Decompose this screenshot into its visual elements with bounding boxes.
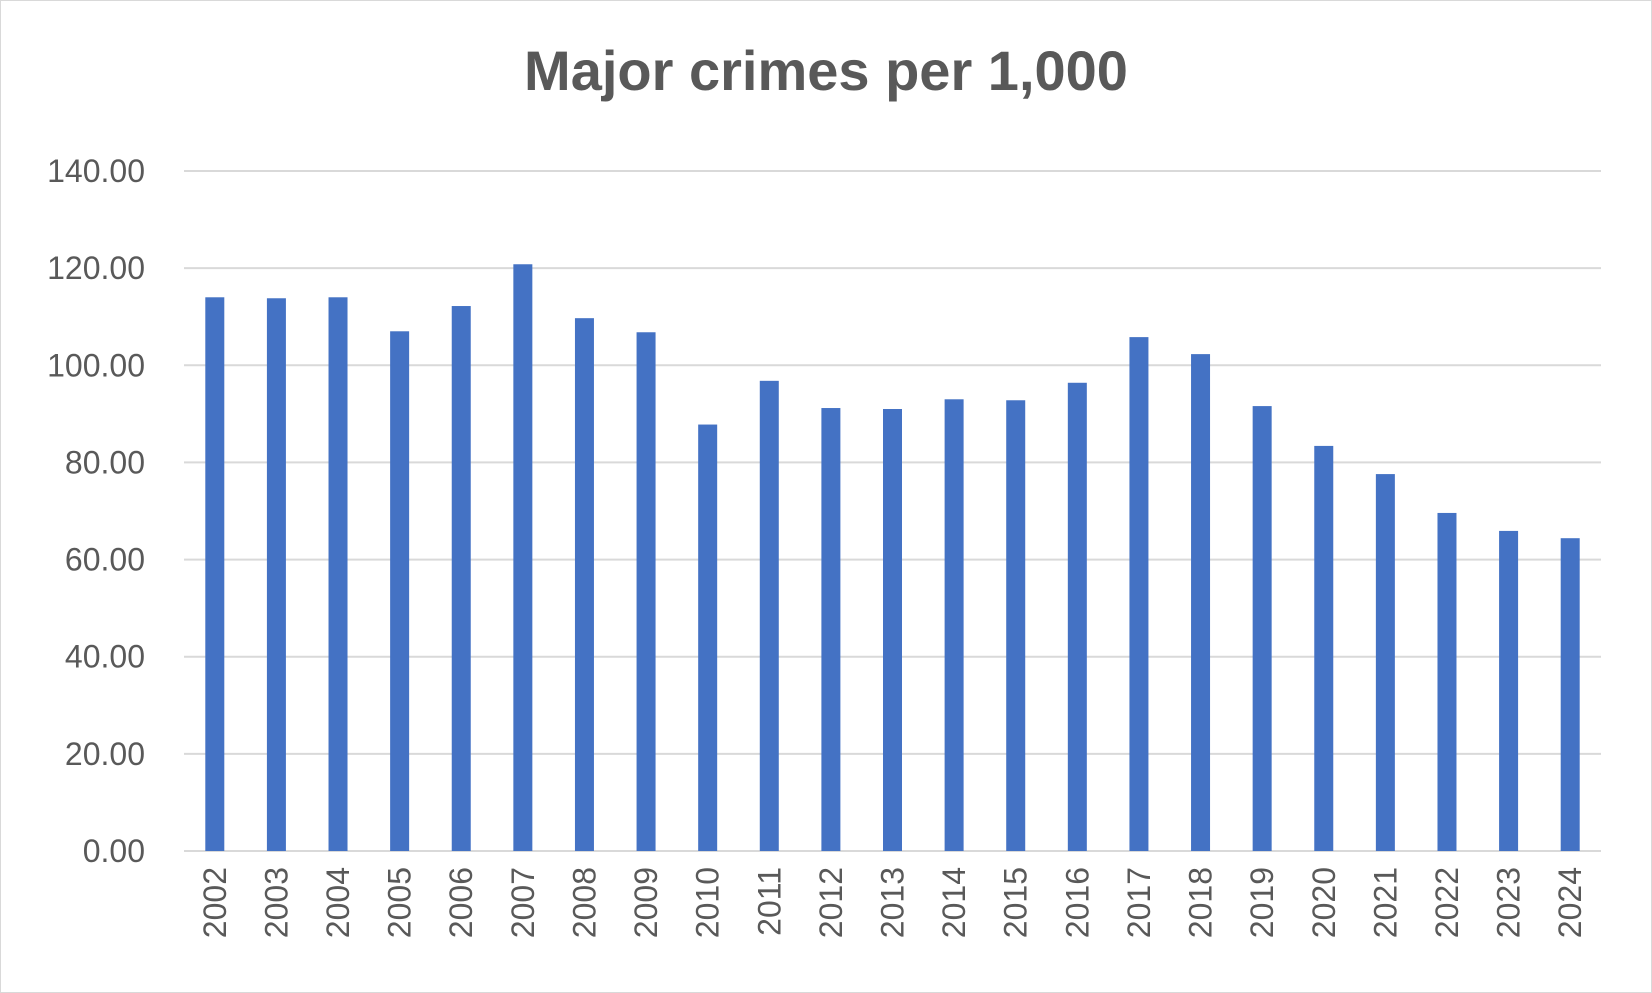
x-tick-label: 2003 [258,867,294,938]
bar-2022 [1437,512,1457,851]
x-tick-label: 2021 [1367,867,1403,938]
bar-2012 [821,408,841,851]
bar-2004 [328,297,348,851]
chart-title: Major crimes per 1,000 [524,39,1128,102]
x-tick-label: 2016 [1059,867,1095,938]
x-tick-label: 2022 [1429,867,1465,938]
y-tick-label: 20.00 [65,736,145,772]
x-tick-label: 2010 [690,867,726,938]
x-tick-label: 2004 [320,867,356,938]
x-tick-label: 2005 [382,867,418,938]
y-tick-label: 120.00 [47,250,145,286]
bar-2009 [636,332,656,851]
bar-2020 [1314,445,1334,851]
x-tick-label: 2008 [566,867,602,938]
bar-2021 [1375,474,1395,851]
bar-2013 [883,409,902,851]
bar-2016 [1067,382,1087,851]
y-tick-label: 100.00 [47,347,145,383]
x-tick-label: 2011 [751,867,787,936]
x-tick-label: 2019 [1244,867,1280,938]
y-axis-tick-labels: 0.00 20.00 40.00 60.00 80.00 100.00 120.00 140.… [47,153,145,869]
bar-2006 [451,306,471,851]
x-tick-label: 2017 [1121,867,1157,938]
x-tick-label: 2020 [1306,867,1342,938]
bar-2005 [390,331,410,851]
bar-2017 [1129,337,1149,852]
x-axis-tick-labels: 2002 2003 2004 2005 2006 2007 2008 2009 2010 2011… [197,867,1588,938]
y-tick-label: 140.00 [47,153,145,189]
bar-2011 [759,380,779,851]
bar-2007 [513,264,533,851]
y-tick-label: 0.00 [83,833,145,869]
bar-2018 [1191,354,1211,851]
y-tick-label: 40.00 [65,639,145,675]
bar-2002 [205,297,225,851]
y-tick-label: 60.00 [65,542,145,578]
bar-2010 [698,424,718,851]
bar-2008 [574,318,594,852]
x-tick-label: 2006 [443,867,479,938]
x-tick-label: 2012 [813,867,849,938]
bar-2003 [266,298,286,851]
bar-2019 [1252,406,1272,851]
x-tick-label: 2014 [936,867,972,938]
y-tick-label: 80.00 [65,444,145,480]
x-tick-label: 2023 [1491,867,1527,938]
x-tick-label: 2013 [875,867,911,938]
bars [205,264,1580,852]
bar-2015 [1006,400,1026,851]
bar-2014 [944,399,964,851]
bar-2024 [1560,538,1580,851]
x-tick-label: 2024 [1552,867,1588,938]
x-tick-label: 2015 [998,867,1034,938]
x-tick-label: 2007 [505,867,541,938]
bar-2023 [1499,530,1519,851]
x-tick-label: 2009 [628,867,664,938]
x-tick-label: 2002 [197,867,233,938]
x-tick-label: 2018 [1183,867,1219,938]
